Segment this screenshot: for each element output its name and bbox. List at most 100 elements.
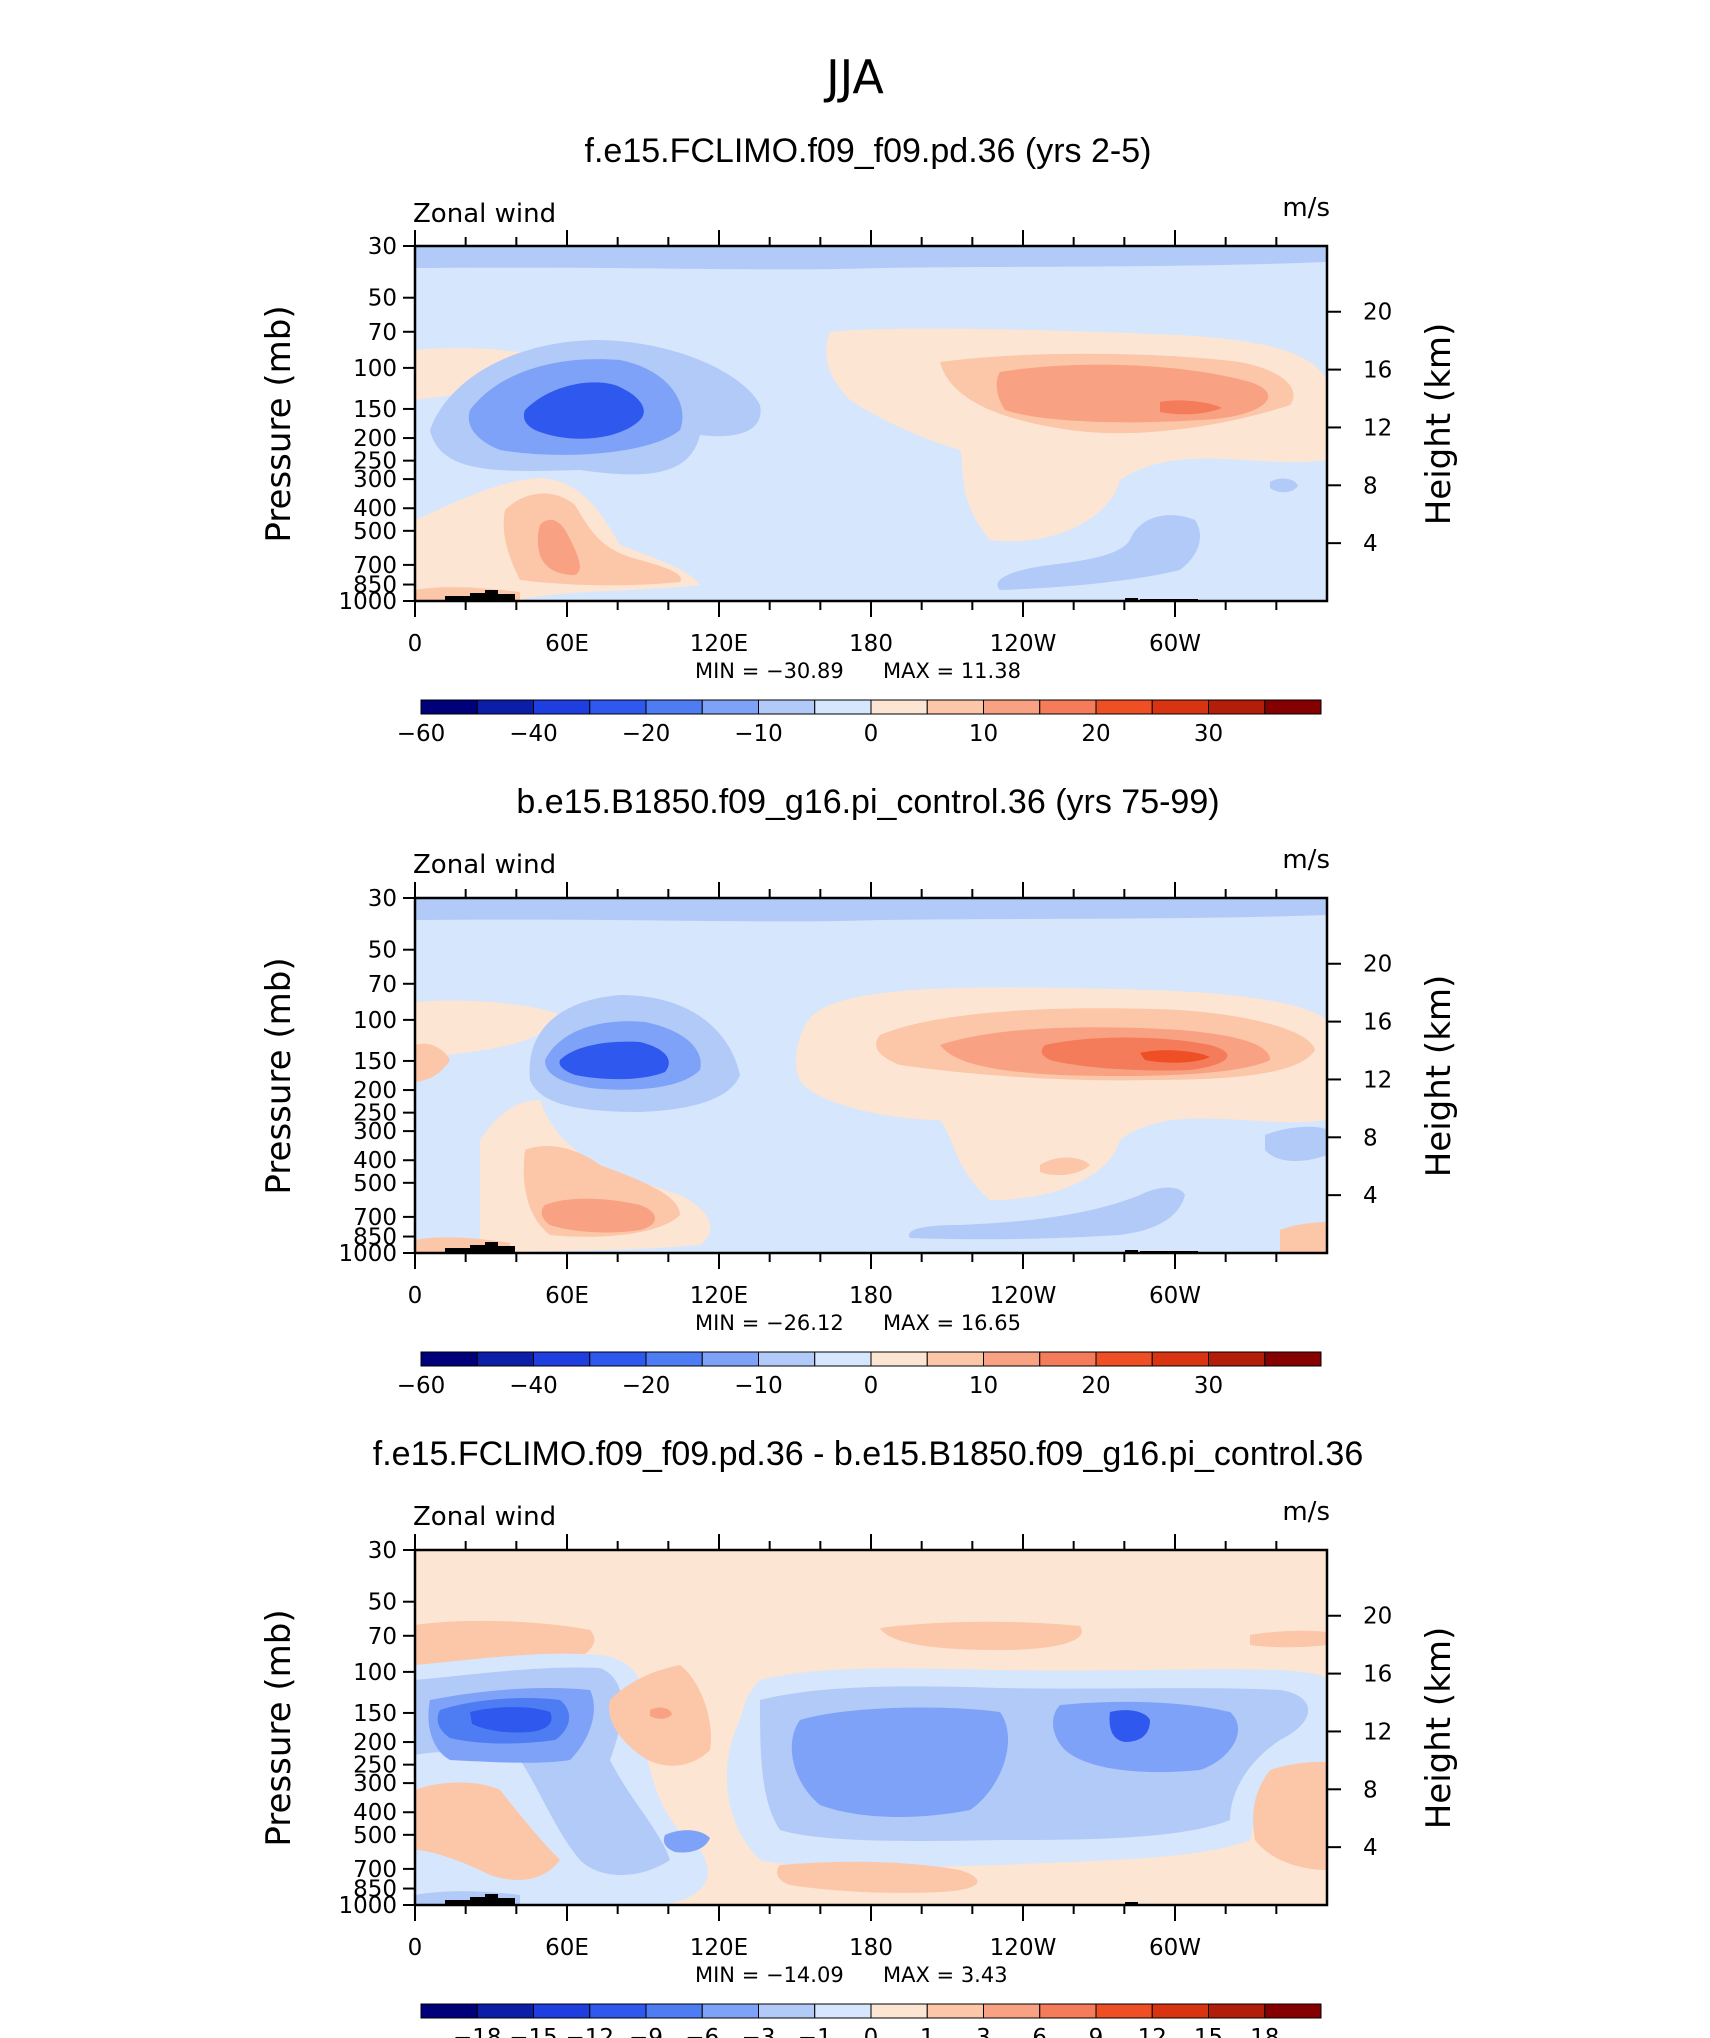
colorbar-label: 3 bbox=[976, 2025, 991, 2038]
colorbar-swatch bbox=[758, 2003, 816, 2019]
panel-3-lowlevel-warm-band bbox=[777, 1861, 978, 1893]
lon-tick-label: 60W bbox=[1149, 1283, 1201, 1309]
colorbar-swatch bbox=[1208, 699, 1266, 715]
colorbar-label: 30 bbox=[1194, 1373, 1223, 1399]
height-tick-label: 16 bbox=[1363, 358, 1392, 384]
colorbar-label: −60 bbox=[397, 1373, 446, 1399]
colorbar-label: 0 bbox=[864, 1373, 879, 1399]
colorbar-label: −10 bbox=[734, 1373, 783, 1399]
pressure-tick-label: 200 bbox=[353, 1078, 397, 1104]
colorbar-label: −1 bbox=[798, 2025, 832, 2038]
colorbar-swatch bbox=[926, 699, 984, 715]
pressure-tick-label: 100 bbox=[353, 1660, 397, 1686]
colorbar-label: 15 bbox=[1194, 2025, 1223, 2038]
pressure-tick-label: 400 bbox=[353, 1148, 397, 1174]
colorbar-label: −6 bbox=[685, 2025, 719, 2038]
pressure-tick-label: 30 bbox=[368, 1538, 397, 1564]
panel-3-cool-core-left-inner bbox=[470, 1707, 552, 1733]
colorbar-swatch bbox=[1151, 1351, 1209, 1367]
colorbar-label: 18 bbox=[1250, 2025, 1279, 2038]
pressure-tick-label: 700 bbox=[353, 1205, 397, 1231]
lon-tick-label: 60E bbox=[545, 631, 589, 657]
colorbar-label: −18 bbox=[453, 2025, 502, 2038]
colorbar-swatch bbox=[701, 2003, 759, 2019]
figure-main-title: JJA bbox=[823, 50, 884, 104]
colorbar-swatch bbox=[814, 2003, 872, 2019]
panel-2-warm-envelope-left bbox=[415, 1000, 560, 1060]
colorbar-swatch bbox=[645, 1351, 703, 1367]
pressure-tick-label: 500 bbox=[353, 1823, 397, 1849]
panel-3-lower-cool-blob bbox=[663, 1830, 710, 1853]
colorbar-label: −9 bbox=[629, 2025, 663, 2038]
lon-tick-label: 60W bbox=[1149, 631, 1201, 657]
panel-1-lowlevel-cool bbox=[997, 515, 1200, 590]
panel-2-cool-right bbox=[1265, 1126, 1327, 1162]
colorbar-label: −60 bbox=[397, 721, 446, 747]
height-tick-label: 16 bbox=[1363, 1010, 1392, 1036]
panel-2-pressure-axis-label: Pressure (mb) bbox=[259, 957, 299, 1194]
pressure-tick-label: 1000 bbox=[338, 1893, 397, 1919]
pressure-tick-label: 500 bbox=[353, 519, 397, 545]
colorbar-swatch bbox=[420, 699, 478, 715]
pressure-tick-label: 300 bbox=[353, 1119, 397, 1145]
colorbar-label: −20 bbox=[622, 1373, 671, 1399]
pressure-tick-label: 30 bbox=[368, 886, 397, 912]
colorbar-swatch bbox=[926, 2003, 984, 2019]
colorbar-swatch bbox=[1151, 2003, 1209, 2019]
panel-1-height-axis-label: Height (km) bbox=[1419, 323, 1459, 526]
colorbar-swatch bbox=[814, 699, 872, 715]
pressure-tick-label: 400 bbox=[353, 496, 397, 522]
pressure-tick-label: 150 bbox=[353, 1049, 397, 1075]
panel-1-easterly-core bbox=[1160, 400, 1222, 415]
lon-tick-label: 60E bbox=[545, 1283, 589, 1309]
panel-1-min-label: MIN = −30.89 bbox=[695, 659, 844, 683]
colorbar-label: 20 bbox=[1081, 721, 1110, 747]
panel-3-upper-warm-center bbox=[880, 1621, 1082, 1650]
pressure-tick-label: 50 bbox=[368, 286, 397, 312]
colorbar-label: 10 bbox=[969, 721, 998, 747]
pressure-tick-label: 400 bbox=[353, 1800, 397, 1826]
colorbar-label: −40 bbox=[509, 721, 558, 747]
pressure-tick-label: 70 bbox=[368, 320, 397, 346]
panel-2-height-axis-label: Height (km) bbox=[1419, 975, 1459, 1178]
pressure-tick-label: 50 bbox=[368, 1590, 397, 1616]
colorbar-label: 9 bbox=[1089, 2025, 1104, 2038]
colorbar-label: 6 bbox=[1032, 2025, 1047, 2038]
pressure-tick-label: 700 bbox=[353, 553, 397, 579]
colorbar-swatch bbox=[1039, 2003, 1097, 2019]
panel-2-units-label: m/s bbox=[1282, 845, 1330, 875]
height-tick-label: 12 bbox=[1363, 1067, 1392, 1093]
panel-3-warm-right-lower bbox=[1253, 1761, 1327, 1870]
lon-tick-label: 120W bbox=[990, 1935, 1057, 1961]
lon-tick-label: 120W bbox=[990, 631, 1057, 657]
panel-3-cool-band-deep bbox=[428, 1688, 1239, 1817]
colorbar-swatch bbox=[870, 1351, 928, 1367]
colorbar-swatch bbox=[870, 699, 928, 715]
colorbar-swatch bbox=[476, 2003, 534, 2019]
panel-1-title: f.e15.FCLIMO.f09_f09.pd.36 (yrs 2-5) bbox=[585, 132, 1152, 170]
panel-1-colorbar: −60 −40 −20 −10 0 10 20 30 bbox=[397, 699, 1322, 747]
height-tick-label: 8 bbox=[1363, 473, 1378, 499]
colorbar-swatch bbox=[476, 1351, 534, 1367]
colorbar-swatch bbox=[1151, 699, 1209, 715]
panel-3-topography bbox=[445, 1894, 1138, 1905]
colorbar-swatch bbox=[870, 2003, 928, 2019]
colorbar-swatch bbox=[926, 1351, 984, 1367]
colorbar-label: 0 bbox=[864, 721, 879, 747]
panel-1-strat-band bbox=[415, 246, 1327, 270]
panel-2-title: b.e15.B1850.f09_g16.pi_control.36 (yrs 7… bbox=[516, 783, 1219, 821]
lon-tick-label: 120E bbox=[690, 631, 748, 657]
lon-tick-label: 60W bbox=[1149, 1935, 1201, 1961]
colorbar-label: 10 bbox=[969, 1373, 998, 1399]
panel-2: b.e15.B1850.f09_g16.pi_control.36 (yrs 7… bbox=[259, 783, 1459, 1399]
pressure-tick-label: 250 bbox=[353, 1753, 397, 1779]
panel-2-midlevel-warm-core bbox=[541, 1198, 655, 1233]
lon-tick-label: 180 bbox=[849, 1283, 893, 1309]
panel-2-warm-left-inner bbox=[415, 1043, 450, 1082]
panel-1-westerly-core bbox=[523, 382, 644, 439]
pressure-tick-label: 70 bbox=[368, 972, 397, 998]
